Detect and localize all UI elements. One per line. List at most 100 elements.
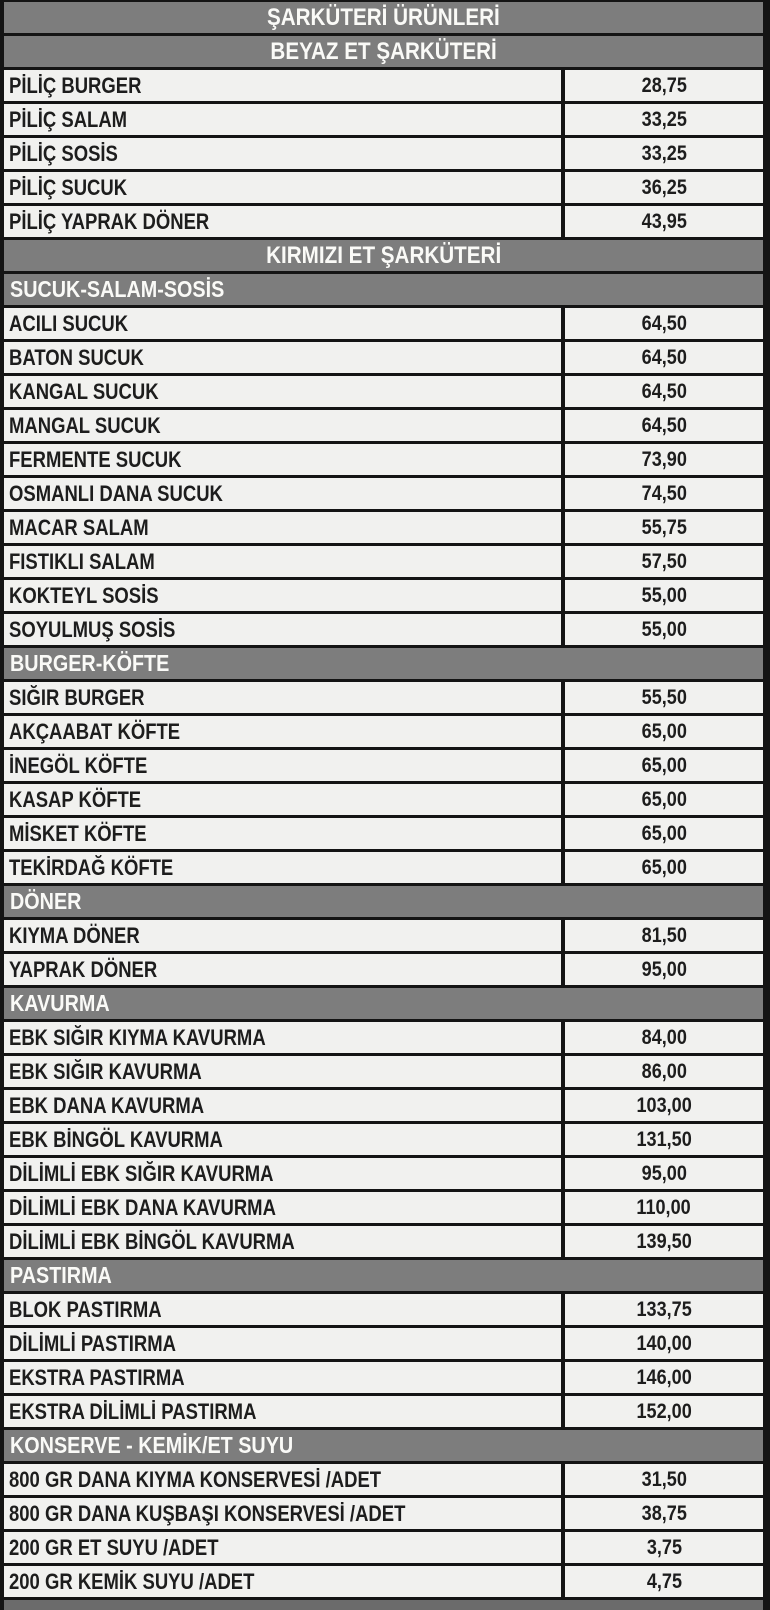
section-header-banner: PASTIRMA [4, 1260, 763, 1291]
product-row: PİLİÇ SUCUK 36,25 [4, 172, 763, 203]
product-name: EBK SIĞIR KIYMA KAVURMA [9, 1024, 266, 1050]
product-name: 800 GR DANA KIYMA KONSERVESİ /ADET [9, 1466, 382, 1492]
product-price: 103,00 [636, 1093, 692, 1117]
product-name-cell: MİSKET KÖFTE [4, 818, 561, 849]
product-price-cell: 74,50 [565, 478, 763, 509]
product-name-cell: MACAR SALAM [4, 512, 561, 543]
product-name: MİSKET KÖFTE [9, 820, 147, 846]
product-name-cell: FISTIKLI SALAM [4, 546, 561, 577]
product-name: OSMANLI DANA SUCUK [9, 480, 223, 506]
product-name: PİLİÇ SOSİS [9, 140, 118, 166]
product-price: 74,50 [641, 481, 687, 505]
product-name-cell: FERMENTE SUCUK [4, 444, 561, 475]
product-name-cell: SIĞIR BURGER [4, 682, 561, 713]
product-price: 65,00 [641, 719, 687, 743]
product-row: PİLİÇ YAPRAK DÖNER 43,95 [4, 206, 763, 237]
product-name-cell: DİLİMLİ EBK BİNGÖL KAVURMA [4, 1226, 561, 1257]
product-row: 800 GR DANA KUŞBAŞI KONSERVESİ /ADET 38,7… [4, 1498, 763, 1529]
product-name: 800 GR DANA KUŞBAŞI KONSERVESİ /ADET [9, 1500, 406, 1526]
product-name: BLOK PASTIRMA [9, 1296, 162, 1322]
product-name: ACILI SUCUK [9, 310, 129, 336]
product-row: KASAP KÖFTE 65,00 [4, 784, 763, 815]
product-name: EKSTRA PASTIRMA [9, 1364, 185, 1390]
product-price-cell: 31,50 [565, 1464, 763, 1495]
product-price-cell: 64,50 [565, 376, 763, 407]
product-price: 43,95 [641, 209, 687, 233]
product-name: KIYMA DÖNER [9, 922, 140, 948]
category-header-banner: BEYAZ ET ŞARKÜTERİ [4, 36, 763, 67]
product-name-cell: PİLİÇ SOSİS [4, 138, 561, 169]
product-row: BLOK PASTIRMA 133,75 [4, 1294, 763, 1325]
product-price: 55,75 [641, 515, 687, 539]
product-price: 55,50 [641, 685, 687, 709]
product-row: İNEGÖL KÖFTE 65,00 [4, 750, 763, 781]
product-name-cell: 200 GR KEMİK SUYU /ADET [4, 1566, 561, 1597]
product-name: FERMENTE SUCUK [9, 446, 182, 472]
product-name-cell: SOYULMUŞ SOSİS [4, 614, 561, 645]
product-name-cell: EBK BİNGÖL KAVURMA [4, 1124, 561, 1155]
product-row: PİLİÇ SALAM 33,25 [4, 104, 763, 135]
product-row: DİLİMLİ EBK DANA KAVURMA 110,00 [4, 1192, 763, 1223]
product-price-cell: 3,75 [565, 1532, 763, 1563]
banner-label: BEYAZ ET ŞARKÜTERİ [270, 37, 497, 65]
product-name-cell: AKÇAABAT KÖFTE [4, 716, 561, 747]
product-name: EBK DANA KAVURMA [9, 1092, 205, 1118]
product-name-cell: DİLİMLİ EBK SIĞIR KAVURMA [4, 1158, 561, 1189]
product-price: 65,00 [641, 821, 687, 845]
product-row: EBK BİNGÖL KAVURMA 131,50 [4, 1124, 763, 1155]
product-price-cell: 65,00 [565, 852, 763, 883]
product-name-cell: EKSTRA PASTIRMA [4, 1362, 561, 1393]
product-name: MACAR SALAM [9, 514, 149, 540]
product-price: 86,00 [641, 1059, 687, 1083]
product-row: PİLİÇ BURGER 28,75 [4, 70, 763, 101]
product-row: MİSKET KÖFTE 65,00 [4, 818, 763, 849]
product-name: DİLİMLİ PASTIRMA [9, 1330, 176, 1356]
product-price-cell: 84,00 [565, 1022, 763, 1053]
price-table: ŞARKÜTERİ ÜRÜNLERİ BEYAZ ET ŞARKÜTERİ PİLİ… [4, 2, 763, 1597]
banner-label: KIRMIZI ET ŞARKÜTERİ [265, 241, 502, 269]
product-price: 64,50 [641, 345, 687, 369]
product-price-cell: 81,50 [565, 920, 763, 951]
product-price-cell: 55,75 [565, 512, 763, 543]
product-row: DİLİMLİ EBK BİNGÖL KAVURMA 139,50 [4, 1226, 763, 1257]
banner-label: DÖNER [10, 888, 82, 914]
product-price: 57,50 [641, 549, 687, 573]
product-price: 139,50 [636, 1229, 692, 1253]
product-price-cell: 95,00 [565, 954, 763, 985]
product-name: 200 GR ET SUYU /ADET [9, 1534, 219, 1560]
product-name: KANGAL SUCUK [9, 378, 159, 404]
product-price: 73,90 [641, 447, 687, 471]
next-section-partial-band [4, 1600, 763, 1610]
section-header-banner: KONSERVE - KEMİK/ET SUYU [4, 1430, 763, 1461]
product-name: EKSTRA DİLİMLİ PASTIRMA [9, 1398, 257, 1424]
product-name: PİLİÇ SUCUK [9, 174, 128, 200]
product-price: 95,00 [641, 1161, 687, 1185]
product-price-cell: 64,50 [565, 342, 763, 373]
product-row: KOKTEYL SOSİS 55,00 [4, 580, 763, 611]
product-name: EBK BİNGÖL KAVURMA [9, 1126, 223, 1152]
product-price: 31,50 [641, 1467, 687, 1491]
product-row: EBK SIĞIR KAVURMA 86,00 [4, 1056, 763, 1087]
product-price: 152,00 [636, 1399, 692, 1423]
product-name-cell: DİLİMLİ EBK DANA KAVURMA [4, 1192, 561, 1223]
product-name: FISTIKLI SALAM [9, 548, 155, 574]
product-name-cell: 800 GR DANA KIYMA KONSERVESİ /ADET [4, 1464, 561, 1495]
product-name: SIĞIR BURGER [9, 684, 145, 710]
product-price: 3,75 [646, 1535, 682, 1559]
product-price: 38,75 [641, 1501, 687, 1525]
product-price-cell: 146,00 [565, 1362, 763, 1393]
product-price-cell: 65,00 [565, 784, 763, 815]
product-name-cell: PİLİÇ SUCUK [4, 172, 561, 203]
product-price: 64,50 [641, 379, 687, 403]
product-name-cell: OSMANLI DANA SUCUK [4, 478, 561, 509]
product-name: 200 GR KEMİK SUYU /ADET [9, 1568, 255, 1594]
product-row: 200 GR ET SUYU /ADET 3,75 [4, 1532, 763, 1563]
product-price-cell: 65,00 [565, 750, 763, 781]
product-row: MACAR SALAM 55,75 [4, 512, 763, 543]
product-row: DİLİMLİ PASTIRMA 140,00 [4, 1328, 763, 1359]
product-price: 28,75 [641, 73, 687, 97]
product-name: TEKİRDAĞ KÖFTE [9, 854, 174, 880]
category-header-banner: KIRMIZI ET ŞARKÜTERİ [4, 240, 763, 271]
section-header-banner: DÖNER [4, 886, 763, 917]
